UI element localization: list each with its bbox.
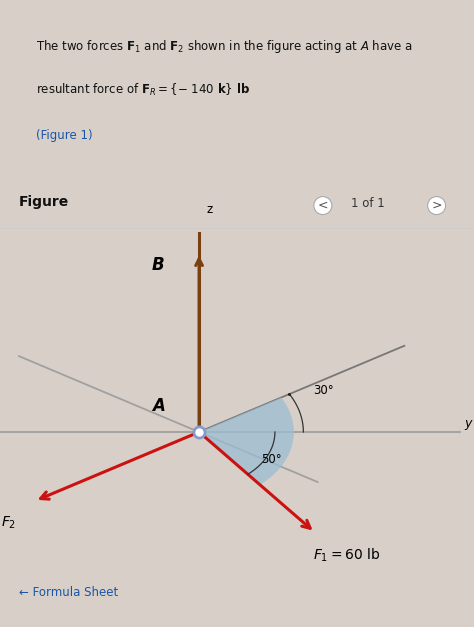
- Text: resultant force of $\mathbf{F}_R = \{-\ 140\ \mathbf{k}\}\ \mathbf{lb}$: resultant force of $\mathbf{F}_R = \{-\ …: [36, 82, 251, 98]
- Text: >: >: [431, 199, 442, 212]
- Text: <: <: [318, 199, 328, 212]
- Text: z: z: [206, 204, 212, 216]
- Text: y: y: [465, 417, 472, 430]
- Text: 50°: 50°: [261, 453, 282, 466]
- Text: ← Formula Sheet: ← Formula Sheet: [19, 586, 118, 599]
- Text: $F_2$: $F_2$: [1, 515, 16, 531]
- Text: 30°: 30°: [313, 384, 334, 397]
- Text: $F_1 = 60\ \mathrm{lb}$: $F_1 = 60\ \mathrm{lb}$: [313, 547, 381, 564]
- Text: 1 of 1: 1 of 1: [351, 197, 384, 210]
- Text: Figure: Figure: [19, 195, 69, 209]
- Text: A: A: [152, 398, 164, 415]
- Text: The two forces $\mathbf{F}_1$ and $\mathbf{F}_2$ shown in the figure acting at $: The two forces $\mathbf{F}_1$ and $\math…: [36, 38, 413, 55]
- Text: (Figure 1): (Figure 1): [36, 129, 93, 142]
- Polygon shape: [199, 398, 294, 485]
- Text: B: B: [152, 256, 164, 274]
